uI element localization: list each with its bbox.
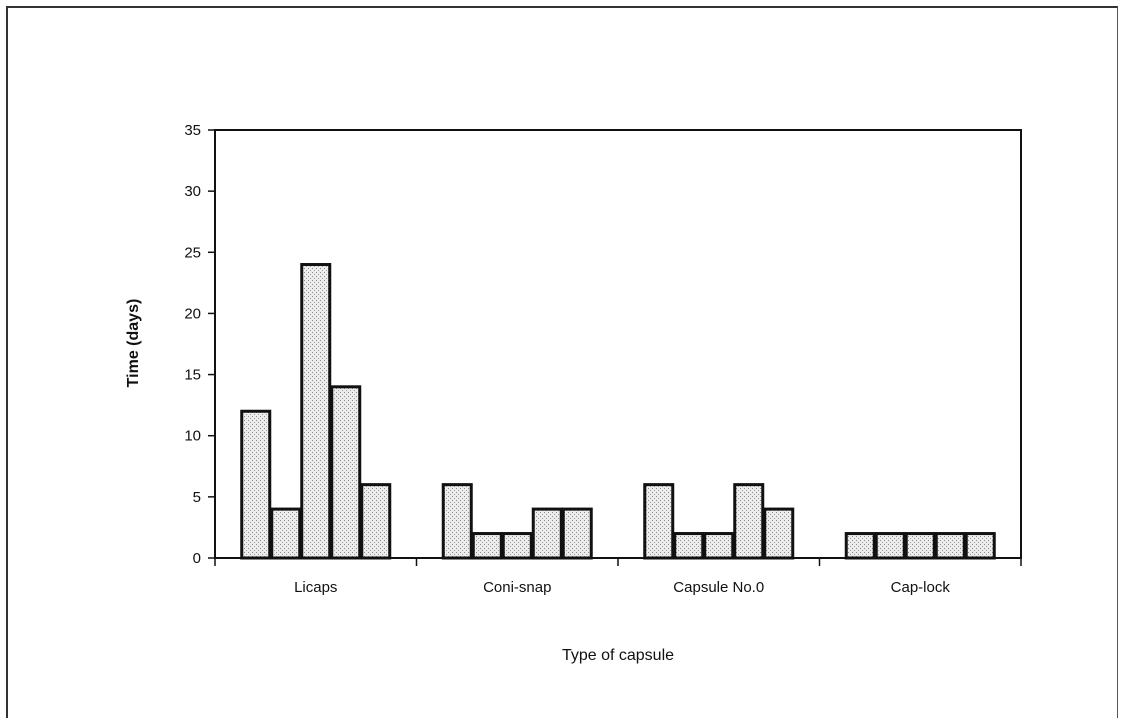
bar — [763, 507, 795, 560]
figure-frame — [6, 6, 1118, 718]
y-tick-label: 5 — [193, 489, 201, 506]
y-tick-label: 10 — [184, 428, 201, 445]
x-category-label: Licaps — [294, 579, 337, 596]
bar — [844, 532, 876, 560]
bar — [240, 409, 272, 560]
bar — [531, 507, 563, 560]
bar — [441, 483, 473, 560]
bar — [300, 263, 332, 560]
x-category-label: Capsule No.0 — [673, 579, 764, 596]
bar — [673, 532, 705, 560]
y-tick-label: 35 — [184, 122, 201, 139]
x-category-label: Coni-snap — [483, 579, 551, 596]
bar — [934, 532, 966, 560]
y-axis-title: Time (days) — [125, 299, 142, 388]
y-axis-title-group: Time (days) — [125, 299, 142, 388]
y-tick-label: 20 — [184, 305, 201, 322]
bar — [360, 483, 392, 560]
y-tick-label: 0 — [193, 550, 201, 567]
bar — [964, 532, 996, 560]
bar — [733, 483, 765, 560]
bar — [270, 507, 302, 560]
y-tick-label: 15 — [184, 367, 201, 384]
bar — [904, 532, 936, 560]
x-category-label: Cap-lock — [891, 579, 951, 596]
bar — [501, 532, 533, 560]
bar — [561, 507, 593, 560]
bar — [703, 532, 735, 560]
bar — [874, 532, 906, 560]
y-tick-label: 25 — [184, 244, 201, 261]
y-tick-label: 30 — [184, 183, 201, 200]
bar — [330, 385, 362, 560]
bar — [643, 483, 675, 560]
bar — [471, 532, 503, 560]
x-axis-title: Type of capsule — [562, 647, 674, 664]
